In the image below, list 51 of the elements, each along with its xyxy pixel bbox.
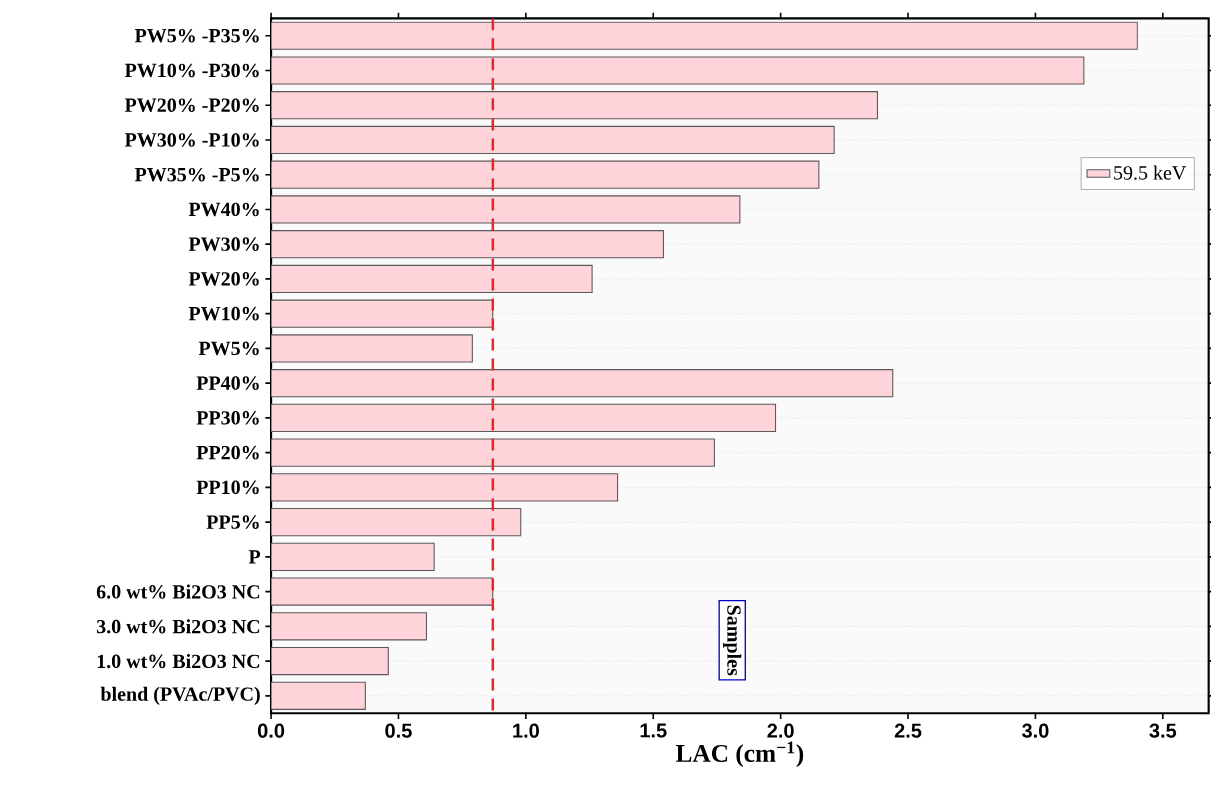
- x-tick-label: 1.0: [513, 723, 539, 738]
- y-tick-label: PW35% -P5%: [134, 167, 259, 182]
- bar: [271, 195, 741, 224]
- x-tick-label: 3.0: [1021, 723, 1049, 738]
- bar: [271, 681, 366, 710]
- bar: [271, 334, 473, 363]
- bar: [271, 612, 428, 641]
- bar: [271, 646, 389, 676]
- y-tick-label: PP5%: [206, 515, 259, 529]
- y-tick-label: blend (PVAc/PVC): [100, 686, 260, 705]
- y-tick-label: P: [248, 550, 261, 564]
- y-tick-label: PW5%: [198, 341, 259, 356]
- bar: [271, 21, 1138, 50]
- y-tick-label: 1.0 wt% Bi2O3 NC: [97, 653, 260, 669]
- x-tick-label: 3.5: [1149, 723, 1177, 738]
- y-tick-label: PP10%: [196, 480, 259, 495]
- y-tick-label: PW10% -P30%: [124, 63, 259, 78]
- y-tick-label: PW30%: [188, 237, 259, 251]
- bar: [271, 368, 894, 398]
- annotation: Samples: [723, 605, 742, 676]
- bar: [271, 403, 777, 432]
- bar: [271, 264, 593, 293]
- x-axis-title: LAC (cm$^{−1}$): [675, 741, 804, 767]
- y-tick-label: 6.0 wt% Bi2O3 NC: [96, 584, 260, 599]
- legend-label: 59.5 keV: [1114, 165, 1187, 180]
- bar: [271, 473, 619, 502]
- bar: [271, 299, 494, 328]
- bar: [271, 438, 715, 467]
- y-tick-label: PP20%: [196, 445, 259, 460]
- y-tick-label: PW30% -P10%: [124, 133, 259, 147]
- bar: [271, 542, 435, 571]
- y-tick-label: PW5% -P35%: [134, 28, 259, 43]
- x-tick-label: 1.5: [640, 723, 667, 738]
- y-tick-label: PP40%: [196, 376, 259, 390]
- y-tick-label: 3.0 wt% Bi2O3 NC: [96, 619, 260, 634]
- bar: [271, 56, 1085, 85]
- x-tick-label: 2.5: [894, 723, 922, 738]
- y-tick-label: PW20%: [188, 272, 259, 286]
- y-tick-label: PP30%: [196, 411, 259, 425]
- bar: [271, 229, 664, 259]
- bar: [271, 507, 522, 537]
- bar: [271, 577, 494, 606]
- bar: [271, 125, 835, 154]
- bar: [271, 91, 878, 120]
- x-tick-label: 0.5: [385, 723, 412, 738]
- bar: [271, 160, 820, 189]
- y-tick-label: PW40%: [188, 202, 259, 217]
- x-tick-label: 2.0: [767, 723, 794, 738]
- y-tick-label: PW10%: [188, 306, 259, 321]
- y-tick-label: PW20% -P20%: [124, 98, 259, 112]
- x-tick-label: 0.0: [257, 723, 285, 738]
